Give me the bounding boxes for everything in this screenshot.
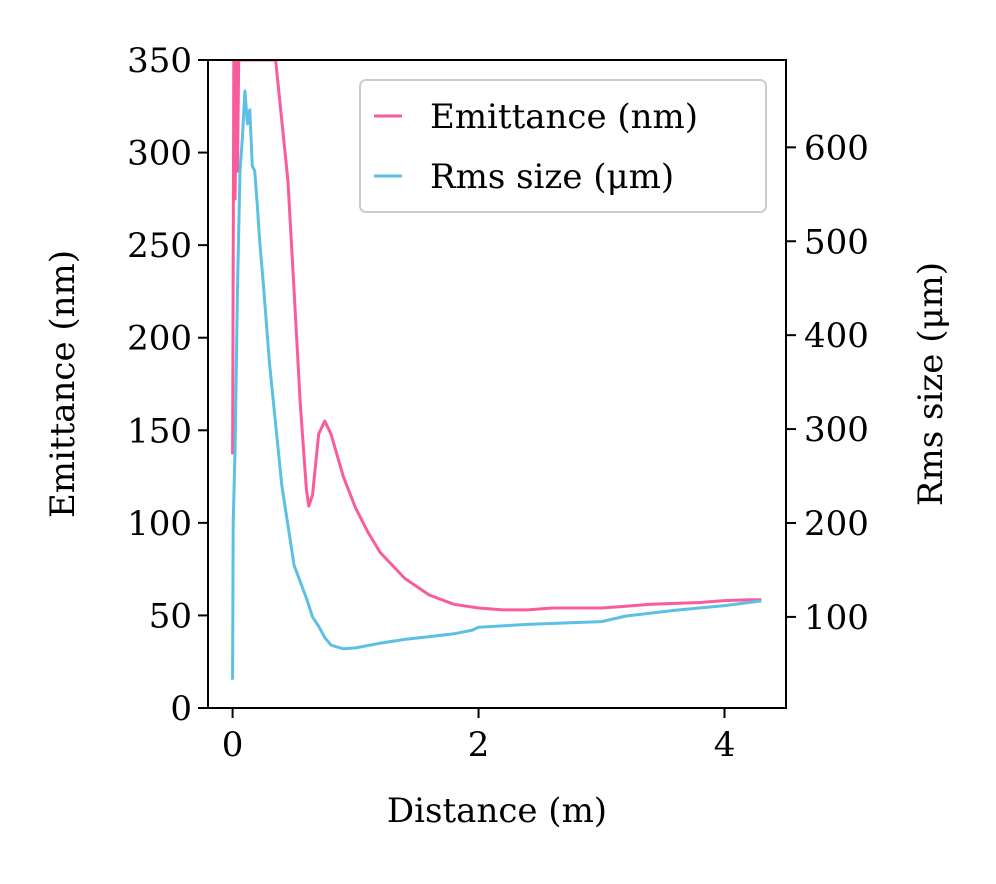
series-line-rms-size (231, 89, 762, 680)
y-tick-label: 150 (127, 411, 192, 451)
y-tick-label: 300 (127, 134, 192, 174)
y2-tick-label: 100 (804, 598, 869, 638)
plot-frame (207, 59, 787, 709)
y2-axis-label: Rms size (μm) (911, 262, 951, 506)
x-axis: 0 2 4 (222, 708, 736, 765)
legend-box (359, 79, 767, 213)
legend-label: Emittance (nm) (430, 97, 698, 137)
y-tick-label: 350 (127, 41, 192, 81)
series-layer (231, 60, 762, 680)
y-tick-label: 100 (127, 504, 192, 544)
y-tick-label: 250 (127, 226, 192, 266)
y-axis-left: 0 50 100 150 200 250 300 350 (127, 41, 208, 729)
y2-tick-label: 300 (804, 410, 869, 450)
series-line-emittance (231, 60, 762, 612)
x-tick-label: 0 (222, 725, 244, 765)
legend-label: Rms size (μm) (430, 157, 674, 197)
y-tick-label: 50 (149, 596, 192, 636)
x-tick-label: 4 (714, 725, 736, 765)
x-axis-label: Distance (m) (387, 791, 607, 831)
y-axis-right: 100 200 300 400 500 600 (786, 128, 869, 638)
y-axis-label: Emittance (nm) (43, 250, 83, 518)
y2-tick-label: 500 (804, 222, 869, 262)
y2-tick-label: 400 (804, 316, 869, 356)
y-tick-label: 0 (170, 689, 192, 729)
y2-tick-label: 600 (804, 128, 869, 168)
y2-tick-label: 200 (804, 504, 869, 544)
x-tick-label: 2 (468, 725, 490, 765)
legend: Emittance (nm) Rms size (μm) (359, 79, 767, 213)
y-tick-label: 200 (127, 319, 192, 359)
